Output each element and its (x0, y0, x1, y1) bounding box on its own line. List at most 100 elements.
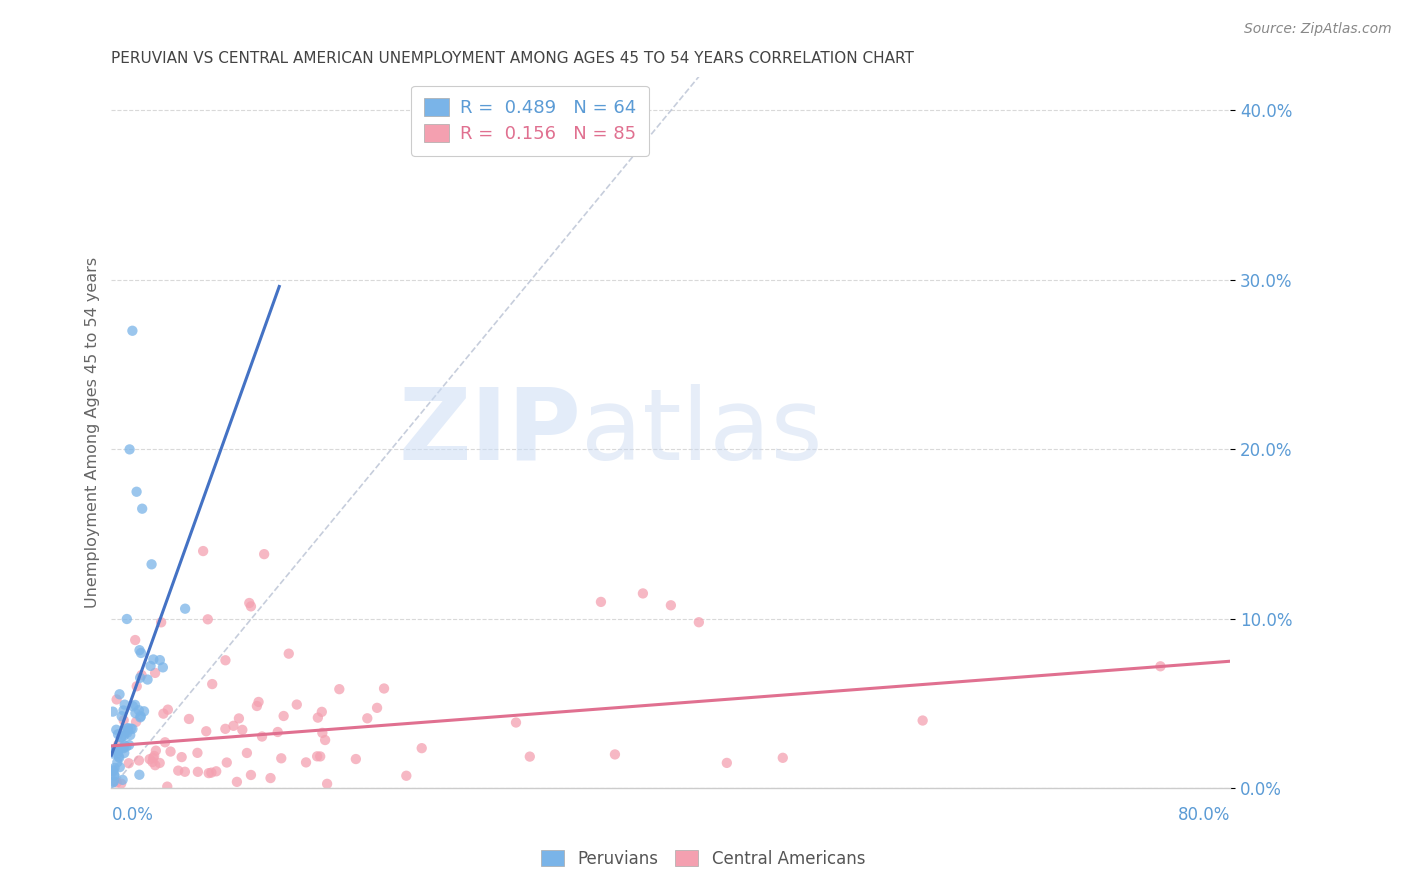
Point (311, 726, 333, 740)
Legend: R =  0.489   N = 64, R =  0.156   N = 85: R = 0.489 N = 64, R = 0.156 N = 85 (412, 86, 650, 156)
Point (129, 646, 152, 660)
Point (132, 704, 155, 718)
Point (1149, 659, 1171, 673)
Point (110, 731, 132, 745)
Point (911, 714, 934, 728)
Point (124, 706, 146, 721)
Point (125, 679, 148, 693)
Point (105, 723, 128, 737)
Point (153, 735, 176, 749)
Point (141, 558, 163, 572)
Point (143, 749, 166, 764)
Point (307, 711, 329, 725)
Point (143, 665, 166, 680)
Point (107, 749, 129, 764)
Point (259, 771, 281, 785)
Point (115, 612, 138, 626)
Point (659, 599, 682, 613)
Point (112, 729, 135, 743)
Point (107, 746, 129, 760)
Point (111, 772, 134, 787)
Point (191, 544, 214, 558)
Point (110, 777, 132, 791)
Point (253, 547, 276, 561)
Point (111, 740, 134, 755)
Point (285, 698, 308, 712)
Point (103, 747, 125, 761)
Point (138, 752, 160, 766)
Point (356, 711, 378, 725)
Point (222, 719, 245, 733)
Point (115, 723, 138, 738)
Point (101, 775, 124, 789)
Point (186, 746, 208, 760)
Point (142, 751, 165, 765)
Point (103, 768, 125, 782)
Point (129, 671, 152, 685)
Point (136, 673, 159, 687)
Point (103, 774, 125, 789)
Point (105, 692, 128, 706)
Point (145, 744, 167, 758)
Point (118, 442, 141, 457)
Point (247, 695, 270, 709)
Point (105, 743, 128, 757)
Point (120, 722, 142, 736)
Point (118, 738, 141, 752)
Y-axis label: Unemployment Among Ages 45 to 54 years: Unemployment Among Ages 45 to 54 years (86, 257, 100, 608)
Point (152, 660, 174, 674)
Point (197, 612, 219, 626)
Point (115, 739, 138, 754)
Point (187, 764, 209, 779)
Point (114, 698, 136, 712)
Point (152, 706, 174, 721)
Point (170, 750, 193, 764)
Point (114, 739, 136, 753)
Point (225, 775, 247, 789)
Text: 80.0%: 80.0% (1178, 806, 1230, 824)
Point (228, 711, 250, 725)
Point (195, 724, 218, 739)
Point (589, 595, 612, 609)
Point (366, 701, 388, 715)
Point (314, 733, 336, 747)
Point (141, 755, 163, 769)
Point (205, 764, 228, 779)
Point (128, 754, 150, 768)
Point (505, 715, 527, 730)
Point (173, 764, 195, 779)
Point (411, 741, 433, 756)
Point (197, 766, 219, 780)
Point (395, 769, 418, 783)
Text: atlas: atlas (581, 384, 823, 481)
Point (603, 747, 626, 762)
Point (118, 756, 141, 771)
Point (103, 761, 125, 775)
Point (631, 586, 654, 600)
Point (125, 714, 148, 729)
Point (101, 764, 124, 779)
Point (307, 749, 329, 764)
Point (159, 745, 181, 759)
Point (103, 768, 125, 782)
Point (124, 633, 146, 648)
Point (201, 677, 224, 691)
Point (101, 763, 124, 777)
Point (117, 722, 139, 736)
Point (128, 703, 150, 717)
Point (112, 703, 135, 717)
Point (246, 698, 269, 713)
Point (772, 751, 794, 765)
Point (117, 722, 139, 736)
Point (174, 601, 197, 615)
Point (112, 746, 135, 760)
Point (200, 765, 222, 780)
Point (107, 738, 129, 752)
Point (131, 668, 153, 682)
Point (128, 643, 150, 657)
Point (167, 764, 190, 778)
Point (124, 698, 146, 712)
Point (267, 725, 290, 739)
Point (214, 653, 236, 667)
Point (101, 705, 124, 719)
